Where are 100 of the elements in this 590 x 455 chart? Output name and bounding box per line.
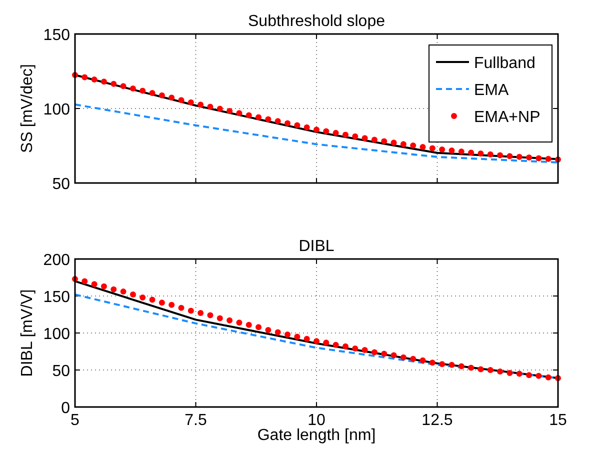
point bbox=[178, 97, 184, 104]
point bbox=[188, 308, 194, 314]
point bbox=[130, 292, 136, 298]
point bbox=[381, 138, 388, 144]
point bbox=[468, 364, 474, 371]
point bbox=[487, 367, 494, 373]
point bbox=[100, 283, 107, 290]
point bbox=[478, 150, 484, 156]
point bbox=[323, 128, 330, 134]
x-tick-label: 7.5 bbox=[184, 412, 207, 429]
point bbox=[536, 372, 542, 379]
x-tick-label: 5 bbox=[70, 412, 80, 429]
point bbox=[400, 354, 406, 360]
point bbox=[497, 152, 504, 158]
point bbox=[420, 144, 426, 150]
x-tick-label: 15 bbox=[549, 412, 567, 429]
point bbox=[216, 315, 223, 322]
point bbox=[410, 142, 416, 148]
point bbox=[284, 331, 291, 338]
point bbox=[207, 104, 214, 110]
point bbox=[158, 92, 165, 98]
point bbox=[332, 130, 339, 136]
y-axis-title: SS [mV/dec] bbox=[19, 64, 36, 153]
legend-label: EMA bbox=[474, 82, 509, 99]
point bbox=[198, 102, 204, 108]
y-tick-label: 150 bbox=[43, 289, 70, 306]
point bbox=[246, 322, 252, 328]
point bbox=[168, 302, 175, 308]
point bbox=[188, 99, 194, 106]
point bbox=[226, 317, 233, 324]
point bbox=[140, 294, 146, 300]
point bbox=[526, 372, 532, 378]
point bbox=[236, 320, 242, 326]
point bbox=[342, 132, 348, 138]
y-tick-label: 50 bbox=[52, 176, 70, 193]
point bbox=[487, 151, 494, 158]
point bbox=[207, 312, 214, 318]
point bbox=[371, 136, 378, 143]
legend-label: Fullband bbox=[474, 55, 536, 72]
point bbox=[362, 135, 368, 142]
point bbox=[468, 150, 474, 156]
point bbox=[168, 94, 175, 101]
point bbox=[216, 106, 223, 112]
point bbox=[256, 114, 262, 120]
x-tick-label: 10 bbox=[308, 412, 326, 429]
point bbox=[458, 148, 464, 155]
point bbox=[246, 112, 252, 118]
point bbox=[420, 357, 426, 364]
point bbox=[323, 340, 330, 346]
point bbox=[274, 329, 281, 336]
point bbox=[284, 120, 291, 126]
point bbox=[226, 108, 233, 114]
y-tick-label: 0 bbox=[61, 400, 70, 417]
y-axis-title: DIBL [mV/V] bbox=[19, 289, 36, 377]
point bbox=[149, 90, 156, 96]
point bbox=[429, 145, 436, 152]
point bbox=[91, 76, 98, 82]
point bbox=[545, 156, 552, 162]
legend-label: EMA+NP bbox=[474, 109, 540, 126]
point bbox=[110, 286, 117, 292]
point bbox=[256, 324, 262, 330]
chart-title: DIBL bbox=[298, 238, 334, 255]
x-tick-label: 12.5 bbox=[422, 412, 453, 429]
point bbox=[478, 366, 484, 372]
point bbox=[158, 300, 165, 306]
point bbox=[371, 349, 378, 356]
point bbox=[439, 146, 446, 152]
point bbox=[516, 154, 522, 160]
point bbox=[352, 133, 358, 140]
point bbox=[265, 327, 272, 334]
point bbox=[448, 362, 455, 368]
point bbox=[390, 140, 397, 146]
point bbox=[198, 310, 204, 316]
y-tick-label: 150 bbox=[43, 27, 70, 44]
point bbox=[82, 278, 88, 284]
point bbox=[314, 126, 320, 133]
y-tick-label: 100 bbox=[43, 102, 70, 118]
point bbox=[304, 124, 310, 130]
point bbox=[178, 304, 184, 311]
point bbox=[149, 296, 156, 303]
point bbox=[526, 154, 532, 161]
point bbox=[516, 370, 522, 377]
point bbox=[274, 118, 281, 124]
point bbox=[410, 356, 416, 362]
point bbox=[304, 336, 310, 342]
point bbox=[448, 148, 455, 154]
point bbox=[439, 361, 446, 368]
point bbox=[294, 334, 300, 340]
point bbox=[458, 363, 464, 370]
point bbox=[332, 342, 339, 348]
point bbox=[429, 360, 436, 366]
point bbox=[536, 155, 542, 162]
point bbox=[82, 74, 88, 80]
point bbox=[314, 338, 320, 344]
y-tick-label: 200 bbox=[43, 252, 70, 269]
point bbox=[400, 141, 406, 148]
point bbox=[506, 370, 513, 376]
point bbox=[506, 153, 513, 160]
y-tick-label: 50 bbox=[52, 363, 70, 380]
point bbox=[265, 116, 272, 122]
